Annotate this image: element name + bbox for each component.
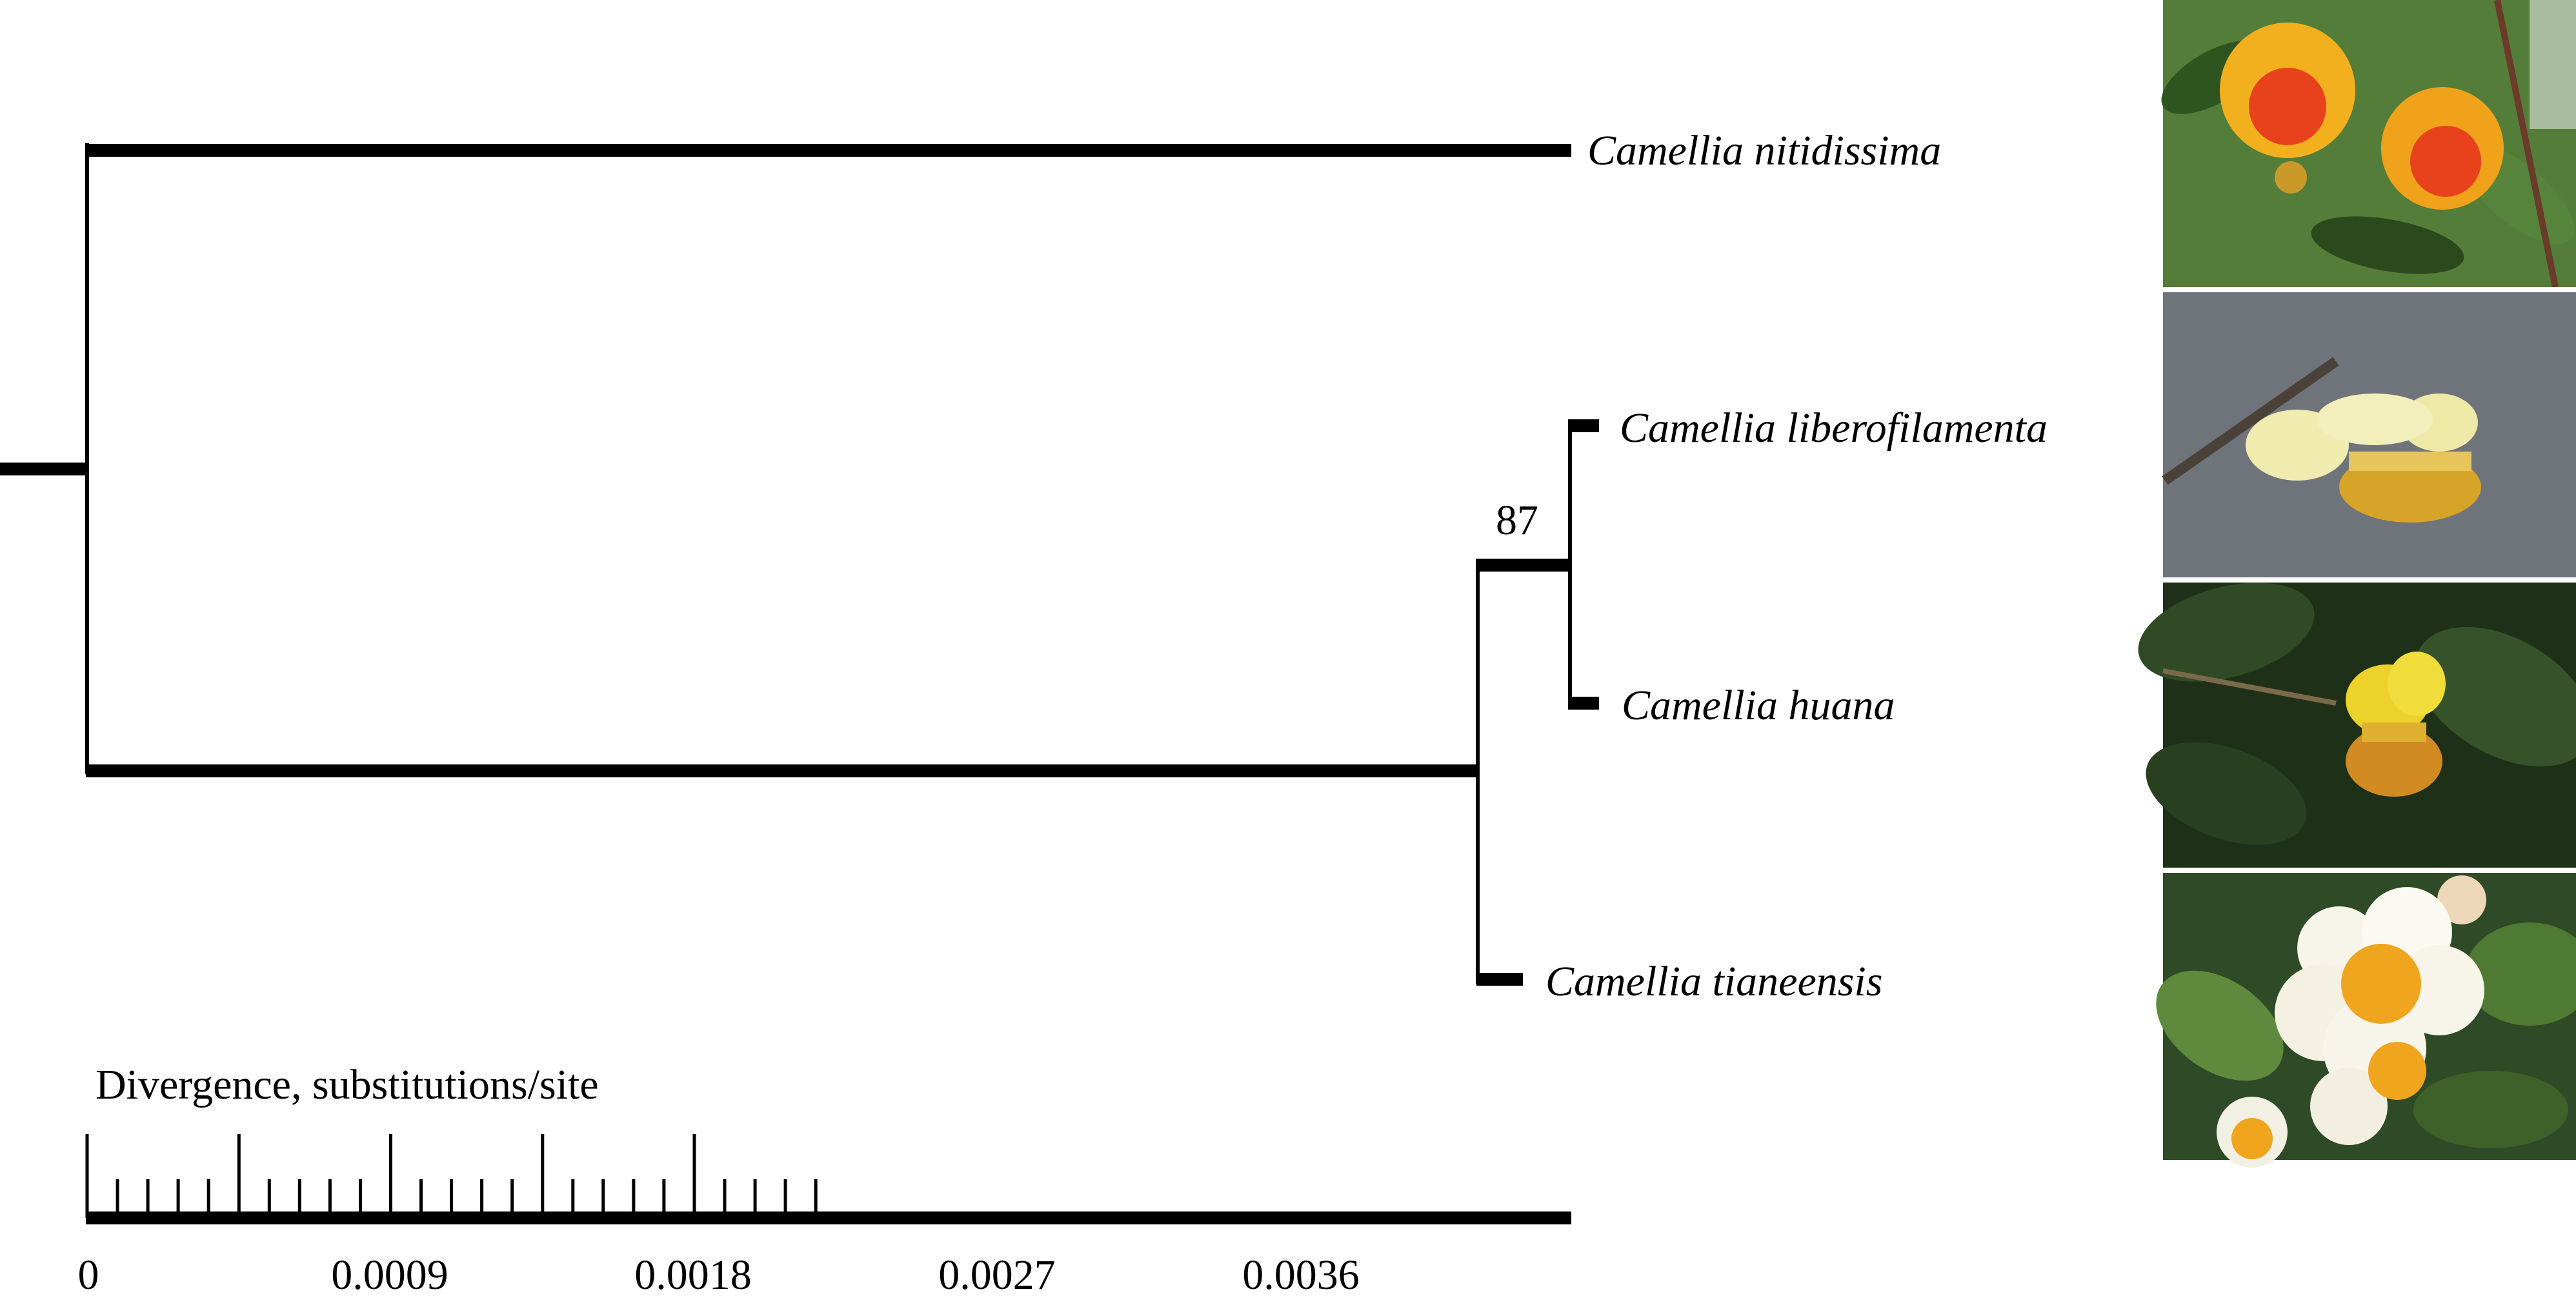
taxon-label-camellia-liberofilamenta: Camellia liberofilamenta [1620, 404, 2048, 452]
flower-photos [2138, 0, 2576, 1168]
photo-camellia-liberofilamenta-icon [2162, 292, 2576, 577]
taxon-labels: Camellia nitidissima Camellia liberofila… [1545, 127, 2048, 1005]
taxon-label-camellia-huana: Camellia huana [1622, 682, 1895, 729]
divergence-scale-bar: Divergence, substitutions/site 0 0.0009 … [78, 1061, 1571, 1296]
scale-tick-label-0: 0 [78, 1251, 99, 1296]
scale-tick-label-0-0036: 0.0036 [1242, 1251, 1360, 1296]
scale-tick-labels: 0 0.0009 0.0018 0.0027 0.0036 [78, 1251, 1360, 1296]
bootstrap-support-label: 87 [1496, 497, 1538, 544]
taxon-label-camellia-nitidissima: Camellia nitidissima [1587, 127, 1941, 174]
taxon-label-camellia-tianeensis: Camellia tianeensis [1545, 958, 1882, 1005]
scale-tick-label-0-0009: 0.0009 [331, 1251, 448, 1296]
scale-title: Divergence, substitutions/site [96, 1061, 599, 1108]
tree-branches [0, 143, 1599, 986]
photo-camellia-nitidissima-icon [2161, 0, 2576, 288]
scale-ticks [85, 1134, 818, 1218]
photo-separators [2163, 287, 2576, 873]
scale-tick-label-0-0018: 0.0018 [634, 1251, 752, 1296]
photo-camellia-tianeensis-icon [2156, 873, 2576, 1168]
photo-camellia-huana-icon [2138, 583, 2576, 868]
scale-tick-label-0-0027: 0.0027 [938, 1251, 1056, 1296]
